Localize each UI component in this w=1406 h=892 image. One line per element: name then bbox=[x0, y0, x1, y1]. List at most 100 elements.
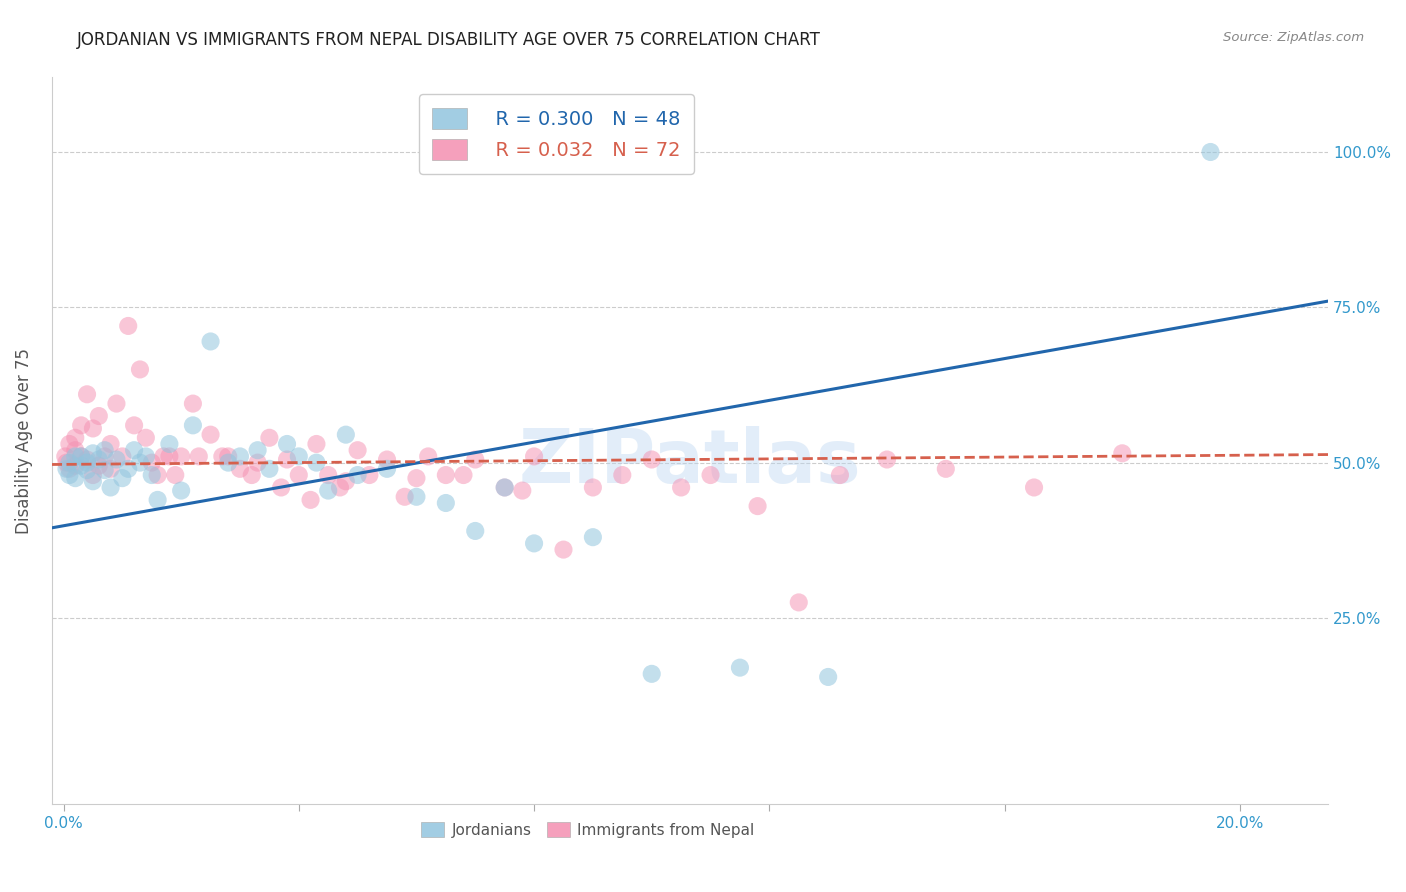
Point bbox=[510, 483, 533, 498]
Point bbox=[93, 463, 115, 477]
Point bbox=[394, 490, 416, 504]
Point bbox=[181, 396, 204, 410]
Point bbox=[157, 450, 180, 464]
Point bbox=[170, 450, 193, 464]
Point bbox=[876, 452, 898, 467]
Point bbox=[316, 468, 339, 483]
Point bbox=[669, 480, 692, 494]
Point bbox=[111, 450, 134, 464]
Text: JORDANIAN VS IMMIGRANTS FROM NEPAL DISABILITY AGE OVER 75 CORRELATION CHART: JORDANIAN VS IMMIGRANTS FROM NEPAL DISAB… bbox=[77, 31, 821, 49]
Point bbox=[434, 468, 457, 483]
Point bbox=[82, 468, 104, 483]
Point bbox=[105, 396, 128, 410]
Point bbox=[122, 443, 145, 458]
Point bbox=[70, 458, 93, 473]
Point bbox=[165, 468, 187, 483]
Point bbox=[359, 468, 381, 483]
Point bbox=[93, 443, 115, 458]
Point bbox=[747, 499, 769, 513]
Point bbox=[58, 437, 80, 451]
Point bbox=[229, 462, 252, 476]
Point bbox=[122, 418, 145, 433]
Point bbox=[181, 418, 204, 433]
Point bbox=[582, 530, 605, 544]
Point bbox=[316, 483, 339, 498]
Point bbox=[82, 446, 104, 460]
Y-axis label: Disability Age Over 75: Disability Age Over 75 bbox=[15, 348, 32, 534]
Point bbox=[170, 483, 193, 498]
Legend: Jordanians, Immigrants from Nepal: Jordanians, Immigrants from Nepal bbox=[415, 815, 761, 844]
Point bbox=[87, 409, 110, 423]
Point bbox=[270, 480, 292, 494]
Point bbox=[418, 450, 440, 464]
Point bbox=[523, 450, 546, 464]
Point bbox=[1199, 145, 1222, 159]
Point bbox=[82, 421, 104, 435]
Point bbox=[329, 480, 352, 494]
Point bbox=[494, 480, 516, 494]
Point bbox=[246, 456, 269, 470]
Point bbox=[464, 524, 486, 538]
Point bbox=[828, 468, 851, 483]
Point bbox=[229, 450, 252, 464]
Point bbox=[211, 450, 233, 464]
Point bbox=[65, 450, 87, 464]
Point bbox=[276, 437, 298, 451]
Point bbox=[612, 468, 634, 483]
Point bbox=[146, 492, 169, 507]
Point bbox=[299, 492, 322, 507]
Point bbox=[494, 480, 516, 494]
Point bbox=[641, 666, 664, 681]
Point bbox=[100, 462, 122, 476]
Point bbox=[375, 462, 398, 476]
Point bbox=[146, 468, 169, 483]
Point bbox=[335, 427, 357, 442]
Point bbox=[582, 480, 605, 494]
Point bbox=[100, 480, 122, 494]
Point bbox=[76, 463, 98, 477]
Point bbox=[58, 468, 80, 483]
Point bbox=[217, 450, 239, 464]
Point bbox=[65, 431, 87, 445]
Point bbox=[728, 660, 751, 674]
Point bbox=[259, 462, 281, 476]
Point bbox=[93, 450, 115, 464]
Point bbox=[141, 456, 163, 470]
Point bbox=[405, 471, 427, 485]
Point bbox=[305, 437, 328, 451]
Point bbox=[117, 318, 139, 333]
Point bbox=[135, 431, 157, 445]
Point bbox=[157, 437, 180, 451]
Point bbox=[240, 468, 263, 483]
Point bbox=[65, 458, 87, 473]
Point bbox=[553, 542, 575, 557]
Point bbox=[105, 452, 128, 467]
Point bbox=[246, 443, 269, 458]
Point bbox=[65, 443, 87, 458]
Point bbox=[259, 431, 281, 445]
Point bbox=[58, 456, 80, 470]
Point bbox=[70, 418, 93, 433]
Point bbox=[58, 462, 80, 476]
Point bbox=[305, 456, 328, 470]
Point bbox=[699, 468, 721, 483]
Point bbox=[434, 496, 457, 510]
Point bbox=[200, 427, 222, 442]
Point bbox=[117, 462, 139, 476]
Point bbox=[100, 437, 122, 451]
Point bbox=[70, 450, 93, 464]
Point bbox=[346, 468, 368, 483]
Point bbox=[523, 536, 546, 550]
Point bbox=[141, 468, 163, 483]
Point bbox=[135, 450, 157, 464]
Point bbox=[346, 443, 368, 458]
Point bbox=[129, 456, 152, 470]
Point bbox=[288, 450, 311, 464]
Point bbox=[55, 462, 77, 476]
Point bbox=[1111, 446, 1133, 460]
Point bbox=[200, 334, 222, 349]
Point bbox=[129, 362, 152, 376]
Point bbox=[817, 670, 839, 684]
Point bbox=[641, 452, 664, 467]
Point bbox=[76, 387, 98, 401]
